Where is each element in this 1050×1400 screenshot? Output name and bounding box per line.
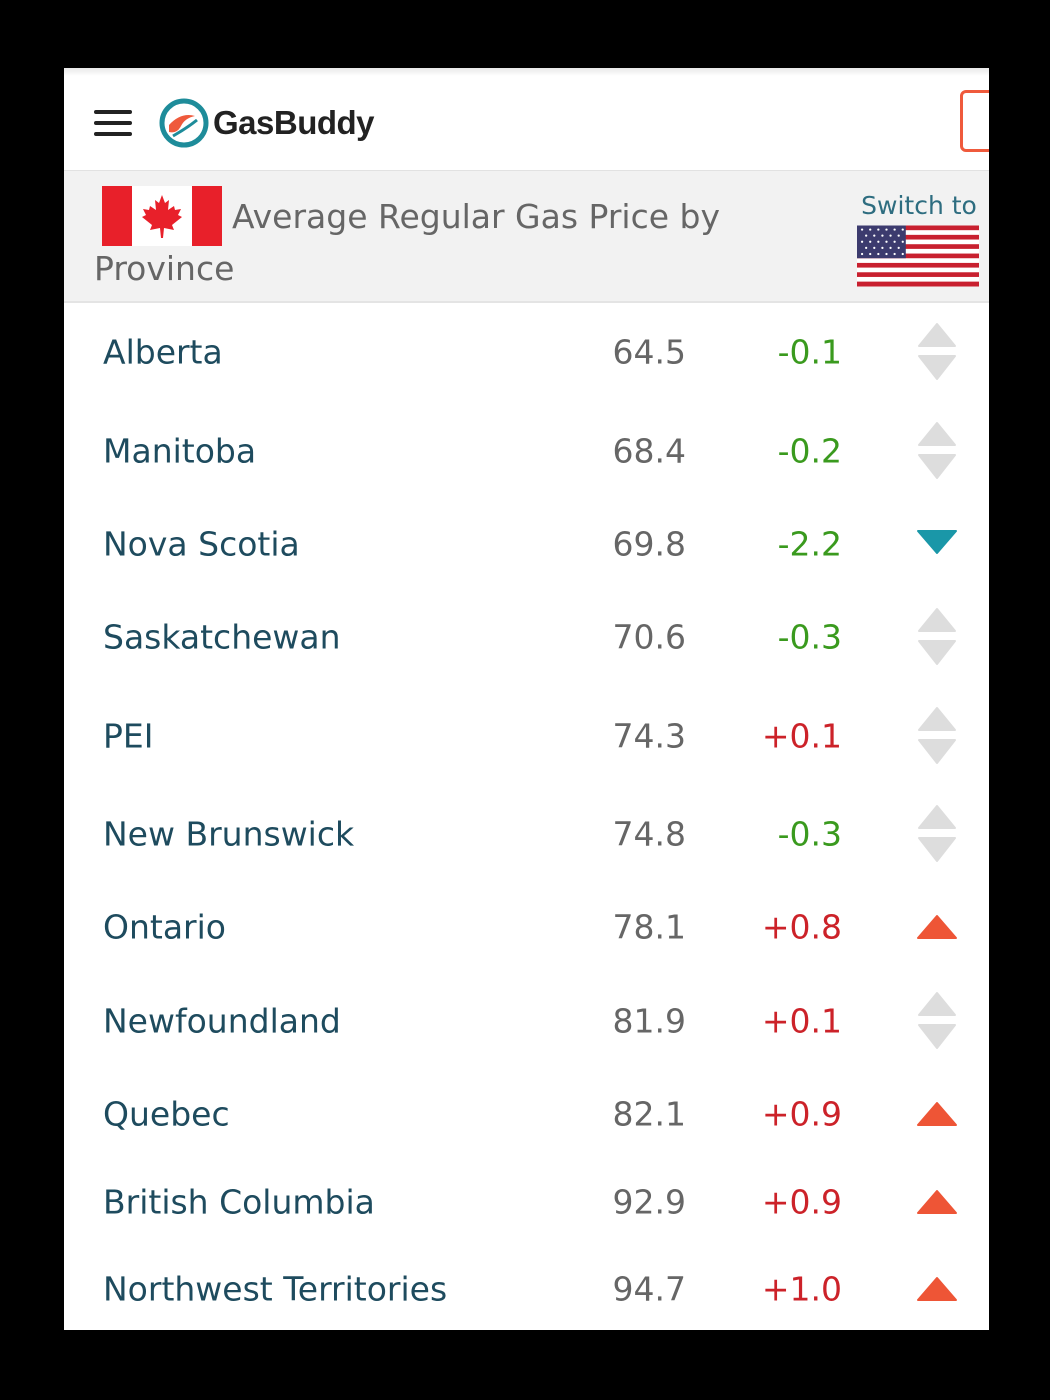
province-row[interactable]: Saskatchewan 70.6 -0.3 [64,588,989,688]
average-price: 82.1 [612,1094,686,1134]
price-change: +0.1 [761,1001,842,1040]
page-title: Average Regular Gas Price by Province [94,197,721,288]
price-change: +0.9 [761,1094,842,1134]
logo-text: GasBuddy [213,104,375,141]
trend-neutral-icon [918,421,956,479]
price-change: +0.9 [761,1182,842,1221]
province-name[interactable]: British Columbia [103,1182,375,1221]
top-navigation-bar: GasBuddy [64,68,989,171]
province-row[interactable]: British Columbia 92.9 +0.9 [64,1158,989,1247]
hamburger-menu-icon[interactable] [94,110,132,136]
switch-country-label: Switch to [861,191,977,220]
province-row[interactable]: Alberta 64.5 -0.1 [64,303,989,403]
trend-neutral-icon [918,805,956,862]
trend-neutral-icon [918,608,956,665]
trend-up-icon [917,1189,957,1214]
trend-neutral-icon [918,991,956,1049]
price-change: +0.1 [761,716,842,755]
province-name[interactable]: Saskatchewan [103,617,341,657]
header-action-button[interactable] [960,90,989,152]
province-name[interactable]: New Brunswick [103,814,355,854]
gasbuddy-logo[interactable]: GasBuddy [159,98,375,148]
trend-up-icon [917,1102,957,1126]
canada-flag-icon [102,186,222,246]
app-screen: GasBuddy Average Regular Gas Price by Pr… [64,68,989,1330]
trend-up-icon [917,1277,957,1301]
average-price: 94.7 [612,1269,686,1309]
page-header: Average Regular Gas Price by Province Sw… [64,171,989,303]
province-row[interactable]: Quebec 82.1 +0.9 [64,1070,989,1160]
usa-flag-icon [857,225,979,287]
province-row[interactable]: New Brunswick 74.8 -0.3 [64,785,989,885]
trend-down-icon [917,530,957,554]
gasbuddy-logo-icon [159,98,209,148]
province-name[interactable]: Quebec [103,1094,230,1134]
trend-neutral-icon [918,323,956,380]
average-price: 74.8 [612,814,686,854]
province-name[interactable]: Manitoba [103,431,257,470]
province-row[interactable]: Manitoba 68.4 -0.2 [64,401,989,502]
price-change: -0.2 [777,431,842,470]
trend-up-icon [917,915,957,939]
province-row[interactable]: Ontario 78.1 +0.8 [64,883,989,973]
province-name[interactable]: Alberta [103,332,223,372]
price-change: -0.3 [777,814,842,854]
price-change: +1.0 [761,1269,842,1309]
province-name[interactable]: Ontario [103,907,226,947]
trend-neutral-icon [918,706,956,764]
province-row[interactable]: Nova Scotia 69.8 -2.2 [64,500,989,590]
province-name[interactable]: PEI [103,716,154,755]
province-row[interactable]: Northwest Territories 94.7 +1.0 [64,1245,989,1330]
average-price: 81.9 [612,1001,686,1040]
average-price: 92.9 [612,1182,686,1221]
province-name[interactable]: Northwest Territories [103,1269,448,1309]
average-price: 64.5 [612,332,686,372]
average-price: 69.8 [612,524,686,564]
average-price: 70.6 [612,617,686,657]
price-change: +0.8 [761,907,842,947]
price-change: -0.1 [777,332,842,372]
price-change: -2.2 [777,524,842,564]
province-name[interactable]: Newfoundland [103,1001,341,1040]
average-price: 74.3 [612,716,686,755]
province-row[interactable]: PEI 74.3 +0.1 [64,686,989,787]
province-row[interactable]: Newfoundland 81.9 +0.1 [64,971,989,1072]
switch-country-button[interactable]: Switch to [854,189,984,287]
average-price: 78.1 [612,907,686,947]
price-change: -0.3 [777,617,842,657]
average-price: 68.4 [612,431,686,470]
province-name[interactable]: Nova Scotia [103,524,300,564]
